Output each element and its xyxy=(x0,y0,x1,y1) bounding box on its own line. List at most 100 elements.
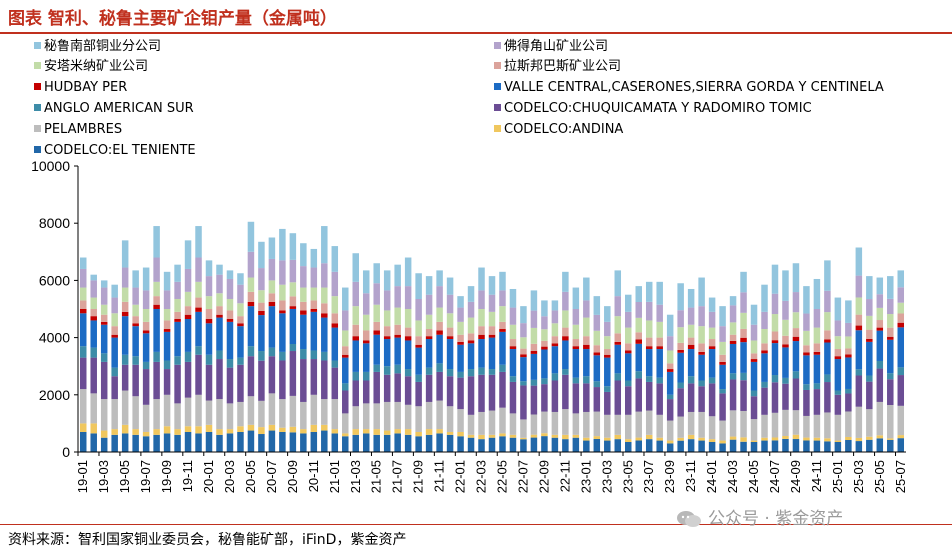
bar-segment xyxy=(237,401,244,427)
bar-segment xyxy=(457,334,464,342)
bar-segment xyxy=(719,389,726,394)
bar-segment xyxy=(855,247,863,276)
bar-segment xyxy=(446,327,454,337)
bar-segment xyxy=(237,303,244,317)
bar-segment xyxy=(478,367,485,375)
bar-segment xyxy=(614,296,622,317)
bar-segment xyxy=(750,419,758,441)
legend-swatch xyxy=(494,104,501,111)
bar-segment xyxy=(216,314,223,318)
legend-label: VALLE CENTRAL,CASERONES,SIERRA GORDA Y C… xyxy=(504,80,884,95)
bar-stack-19-02 xyxy=(90,274,97,452)
bar-segment xyxy=(520,337,527,349)
bar-segment xyxy=(834,441,842,452)
bar-segment xyxy=(834,356,842,360)
bar-segment xyxy=(488,326,496,335)
x-tick-label: 24-07 xyxy=(767,460,782,493)
bar-segment xyxy=(383,434,391,452)
bar-segment xyxy=(132,316,139,324)
bar-segment xyxy=(656,337,663,347)
bar-segment xyxy=(184,351,192,362)
bar-segment xyxy=(436,307,443,322)
legend-label: 秘鲁南部铜业分公司 xyxy=(44,39,162,54)
bar-segment xyxy=(383,339,391,367)
bar-segment xyxy=(499,433,506,437)
x-tick-label: 25-05 xyxy=(872,460,887,493)
bar-segment xyxy=(362,433,370,452)
bar-segment xyxy=(404,257,412,287)
bar-segment xyxy=(163,329,171,332)
bar-segment xyxy=(792,371,800,379)
bar-segment xyxy=(635,440,642,452)
bar-segment xyxy=(300,301,307,311)
bar-stack-22-10 xyxy=(551,300,559,452)
y-axis: 0 2000 4000 6000 8000 10000 xyxy=(31,158,79,460)
bar-stack-25-07 xyxy=(897,270,905,452)
bar-stack-22-05 xyxy=(499,271,506,452)
bar-segment xyxy=(362,293,370,315)
bar-segment xyxy=(373,304,380,322)
bar-stack-21-10 xyxy=(425,276,433,452)
bar-segment xyxy=(761,311,768,330)
bar-segment xyxy=(467,343,475,370)
bar-segment xyxy=(824,312,831,331)
bar-segment xyxy=(184,314,192,320)
bar-segment xyxy=(771,264,779,294)
bar-segment xyxy=(572,349,580,378)
bar-segment xyxy=(866,338,873,342)
bar-segment xyxy=(782,335,789,345)
bar-segment xyxy=(79,268,87,288)
bar-segment xyxy=(845,439,852,452)
bar-segment xyxy=(687,434,695,440)
legend-label: 拉斯邦巴斯矿业公司 xyxy=(504,59,622,74)
bar-segment xyxy=(79,309,87,314)
bar-segment xyxy=(289,432,297,452)
bar-segment xyxy=(656,346,663,350)
bar-segment xyxy=(352,306,359,325)
bar-segment xyxy=(593,436,601,440)
bar-segment xyxy=(488,369,496,375)
bar-segment xyxy=(813,437,821,441)
bar-segment xyxy=(677,349,684,353)
bar-segment xyxy=(300,359,307,402)
bar-segment xyxy=(415,431,422,437)
bar-segment xyxy=(792,341,800,372)
bar-segment xyxy=(100,280,108,288)
bar-stack-22-09 xyxy=(541,300,548,452)
bar-segment xyxy=(394,334,401,338)
bar-segment xyxy=(111,334,118,338)
bar-segment xyxy=(771,293,779,315)
figure-title: 图表 智利、秘鲁主要矿企钼产量（金属吨） xyxy=(8,9,337,29)
bar-segment xyxy=(803,286,810,314)
bar-segment xyxy=(635,301,642,318)
bar-segment xyxy=(247,396,255,425)
bar-segment xyxy=(887,276,894,299)
bar-segment xyxy=(153,309,160,352)
bar-segment xyxy=(541,340,548,347)
bar-segment xyxy=(488,434,496,438)
x-tick-label: 22-11 xyxy=(557,460,572,492)
bar-segment xyxy=(708,339,716,347)
bar-segment xyxy=(562,310,569,328)
legend-item-el-teniente: CODELCO:EL TENIENTE xyxy=(34,143,196,159)
bar-segment xyxy=(740,437,747,442)
bar-segment xyxy=(237,357,244,365)
bar-segment xyxy=(342,287,349,311)
bar-segment xyxy=(708,416,716,440)
bar-segment xyxy=(729,410,737,437)
bar-segment xyxy=(153,434,160,452)
bar-segment xyxy=(404,376,412,405)
bar-segment xyxy=(174,403,181,430)
bar-segment xyxy=(279,351,286,361)
bar-segment xyxy=(163,290,171,309)
bar-segment xyxy=(446,277,454,295)
bar-segment xyxy=(666,443,674,452)
bar-segment xyxy=(467,434,475,438)
bar-segment xyxy=(310,350,318,360)
bar-segment xyxy=(645,301,653,321)
bar-segment xyxy=(132,270,139,288)
bar-stack-19-06 xyxy=(132,270,139,452)
bar-segment xyxy=(300,314,307,350)
bar-segment xyxy=(163,433,171,452)
